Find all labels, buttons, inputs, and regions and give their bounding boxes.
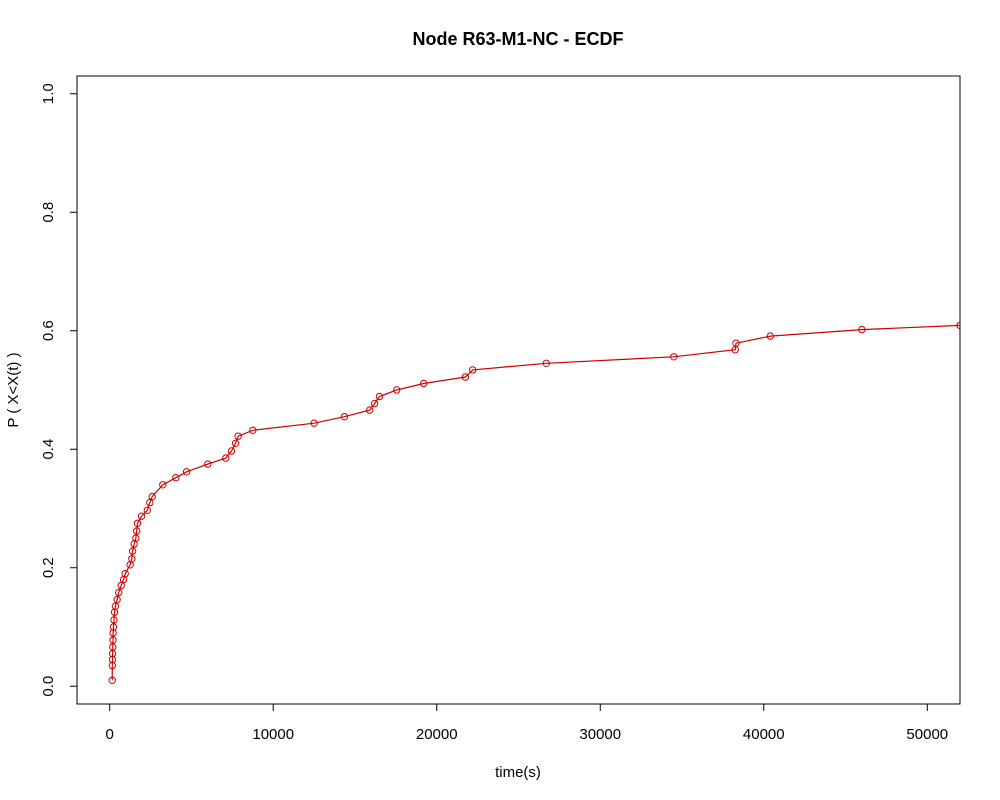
data-point xyxy=(133,519,142,527)
y-tick-label: 0.0 xyxy=(40,676,57,697)
data-point xyxy=(137,512,146,520)
series-group xyxy=(108,321,960,684)
data-point xyxy=(858,325,866,334)
plot-area xyxy=(108,321,960,684)
data-point xyxy=(249,426,257,434)
y-tick-label: 0.4 xyxy=(40,439,57,460)
data-point xyxy=(159,481,167,489)
x-axis: 0 10000 20000 30000 40000 50000 xyxy=(106,703,948,743)
data-point xyxy=(732,339,740,347)
data-point xyxy=(182,468,191,476)
data-point xyxy=(108,676,116,684)
chart-title: Node R63-M1-NC - ECDF xyxy=(412,29,623,49)
y-tick-label: 0.8 xyxy=(40,202,57,223)
ecdf-line xyxy=(111,324,960,681)
data-point xyxy=(110,616,118,624)
data-point xyxy=(109,623,118,631)
data-point xyxy=(231,439,240,447)
x-tick-label: 0 xyxy=(106,726,114,743)
data-point xyxy=(111,602,120,610)
y-tick-label: 1.0 xyxy=(40,83,57,104)
data-point xyxy=(148,492,156,501)
data-point xyxy=(133,527,141,535)
data-point xyxy=(366,406,374,414)
data-point xyxy=(370,399,379,408)
data-point xyxy=(542,359,550,367)
data-point xyxy=(204,460,212,468)
data-point xyxy=(109,643,117,651)
x-tick-label: 40000 xyxy=(743,726,785,743)
data-point xyxy=(143,506,152,514)
y-tick-label: 0.6 xyxy=(40,320,57,341)
data-point xyxy=(128,547,137,555)
data-point xyxy=(128,555,136,563)
data-point xyxy=(670,353,678,361)
data-point xyxy=(234,432,242,440)
data-point xyxy=(132,534,140,542)
y-axis: 0.0 0.2 0.4 0.6 0.8 1.0 xyxy=(40,83,78,697)
y-axis-label: P ( X<X(t) ) xyxy=(5,352,22,427)
y-tick-label: 0.2 xyxy=(40,557,57,578)
data-point xyxy=(766,332,774,340)
x-tick-label: 50000 xyxy=(906,726,948,743)
data-point xyxy=(222,454,230,462)
x-axis-label: time(s) xyxy=(495,764,541,781)
data-point xyxy=(121,570,129,578)
data-point xyxy=(340,413,349,421)
x-tick-label: 30000 xyxy=(579,726,621,743)
data-point xyxy=(113,596,121,604)
data-point xyxy=(469,366,477,374)
data-point xyxy=(375,392,384,401)
data-point xyxy=(109,636,117,644)
data-point xyxy=(393,386,401,394)
data-point xyxy=(310,419,318,427)
x-tick-label: 20000 xyxy=(416,726,458,743)
data-point xyxy=(956,321,960,330)
plot-frame xyxy=(76,75,961,705)
data-point xyxy=(172,474,180,482)
data-point xyxy=(420,379,428,388)
data-point xyxy=(461,373,470,381)
data-point xyxy=(115,588,123,597)
x-tick-label: 10000 xyxy=(252,726,294,743)
data-point xyxy=(227,447,236,455)
